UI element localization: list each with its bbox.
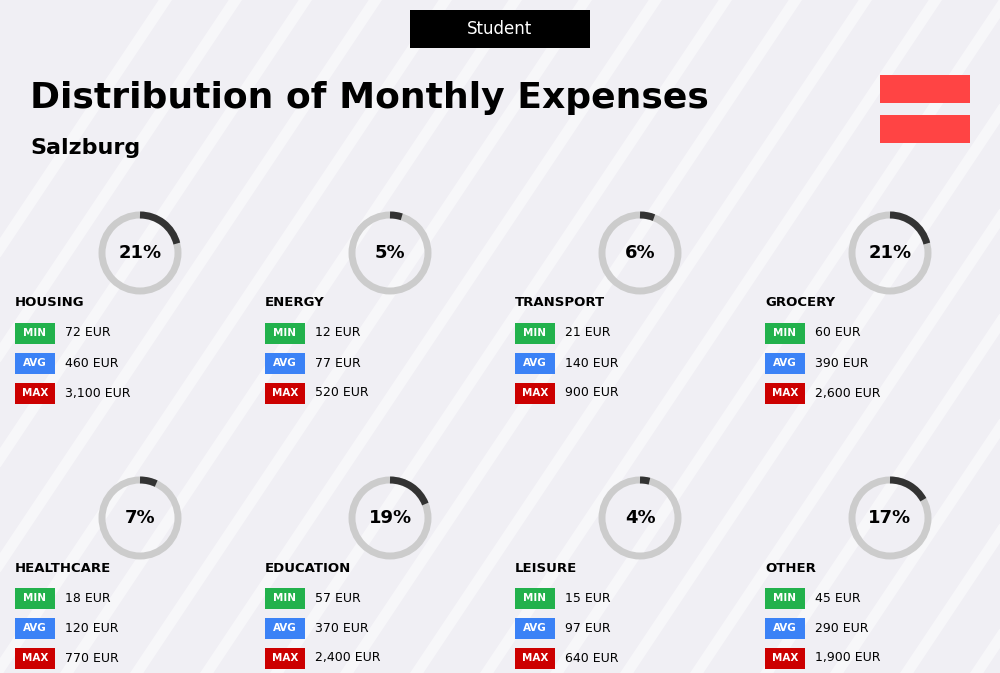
Text: 4%: 4% (625, 509, 655, 527)
FancyBboxPatch shape (765, 353, 805, 374)
FancyBboxPatch shape (515, 322, 555, 343)
FancyBboxPatch shape (265, 353, 305, 374)
Text: MIN: MIN (24, 593, 46, 603)
Text: MIN: MIN (274, 328, 296, 338)
Text: 120 EUR: 120 EUR (65, 621, 119, 635)
Text: 77 EUR: 77 EUR (315, 357, 361, 369)
Text: MAX: MAX (522, 388, 548, 398)
Text: MAX: MAX (22, 653, 48, 663)
Text: GROCERY: GROCERY (765, 297, 835, 310)
Text: 19%: 19% (368, 509, 412, 527)
Text: Student: Student (467, 20, 533, 38)
Text: 5%: 5% (375, 244, 405, 262)
Text: MIN: MIN (774, 593, 796, 603)
Text: MAX: MAX (272, 653, 298, 663)
Text: AVG: AVG (773, 623, 797, 633)
FancyBboxPatch shape (15, 647, 55, 668)
Text: MIN: MIN (524, 328, 546, 338)
Text: 60 EUR: 60 EUR (815, 326, 861, 339)
Text: 21%: 21% (118, 244, 162, 262)
FancyBboxPatch shape (265, 322, 305, 343)
Text: EDUCATION: EDUCATION (265, 561, 351, 575)
FancyBboxPatch shape (15, 353, 55, 374)
Text: 6%: 6% (625, 244, 655, 262)
Text: 12 EUR: 12 EUR (315, 326, 361, 339)
Text: MAX: MAX (522, 653, 548, 663)
Text: Distribution of Monthly Expenses: Distribution of Monthly Expenses (30, 81, 709, 115)
FancyBboxPatch shape (765, 382, 805, 404)
Text: HOUSING: HOUSING (15, 297, 85, 310)
Text: AVG: AVG (23, 623, 47, 633)
Text: MAX: MAX (272, 388, 298, 398)
Text: 460 EUR: 460 EUR (65, 357, 119, 369)
Text: 640 EUR: 640 EUR (565, 651, 618, 664)
Text: AVG: AVG (773, 358, 797, 368)
FancyBboxPatch shape (15, 618, 55, 639)
Text: 15 EUR: 15 EUR (565, 592, 611, 604)
Text: 7%: 7% (125, 509, 155, 527)
Text: AVG: AVG (523, 358, 547, 368)
Text: MIN: MIN (24, 328, 46, 338)
Text: 17%: 17% (868, 509, 912, 527)
Text: 290 EUR: 290 EUR (815, 621, 868, 635)
Text: 520 EUR: 520 EUR (315, 386, 369, 400)
Text: 1,900 EUR: 1,900 EUR (815, 651, 881, 664)
Text: HEALTHCARE: HEALTHCARE (15, 561, 111, 575)
Text: MAX: MAX (772, 653, 798, 663)
Text: 2,400 EUR: 2,400 EUR (315, 651, 381, 664)
Text: 3,100 EUR: 3,100 EUR (65, 386, 130, 400)
FancyBboxPatch shape (410, 10, 590, 48)
FancyBboxPatch shape (15, 382, 55, 404)
Text: 45 EUR: 45 EUR (815, 592, 861, 604)
FancyBboxPatch shape (515, 647, 555, 668)
Text: 390 EUR: 390 EUR (815, 357, 868, 369)
FancyBboxPatch shape (515, 588, 555, 608)
FancyBboxPatch shape (880, 115, 970, 143)
Text: 370 EUR: 370 EUR (315, 621, 369, 635)
Text: AVG: AVG (23, 358, 47, 368)
Text: LEISURE: LEISURE (515, 561, 577, 575)
Text: AVG: AVG (273, 358, 297, 368)
FancyBboxPatch shape (880, 75, 970, 103)
FancyBboxPatch shape (515, 382, 555, 404)
FancyBboxPatch shape (265, 647, 305, 668)
Text: 770 EUR: 770 EUR (65, 651, 119, 664)
FancyBboxPatch shape (765, 647, 805, 668)
FancyBboxPatch shape (265, 618, 305, 639)
Text: 57 EUR: 57 EUR (315, 592, 361, 604)
Text: MAX: MAX (22, 388, 48, 398)
Text: OTHER: OTHER (765, 561, 816, 575)
Text: AVG: AVG (523, 623, 547, 633)
FancyBboxPatch shape (765, 618, 805, 639)
Text: 18 EUR: 18 EUR (65, 592, 111, 604)
FancyBboxPatch shape (265, 382, 305, 404)
Text: AVG: AVG (273, 623, 297, 633)
Text: MAX: MAX (772, 388, 798, 398)
FancyBboxPatch shape (265, 588, 305, 608)
Text: MIN: MIN (274, 593, 296, 603)
Text: 2,600 EUR: 2,600 EUR (815, 386, 881, 400)
FancyBboxPatch shape (765, 322, 805, 343)
Text: 900 EUR: 900 EUR (565, 386, 619, 400)
Text: MIN: MIN (524, 593, 546, 603)
Text: 21 EUR: 21 EUR (565, 326, 610, 339)
Text: 21%: 21% (868, 244, 912, 262)
FancyBboxPatch shape (765, 588, 805, 608)
Text: ENERGY: ENERGY (265, 297, 325, 310)
Text: MIN: MIN (774, 328, 796, 338)
FancyBboxPatch shape (515, 353, 555, 374)
Text: Salzburg: Salzburg (30, 138, 140, 158)
Text: TRANSPORT: TRANSPORT (515, 297, 605, 310)
FancyBboxPatch shape (515, 618, 555, 639)
FancyBboxPatch shape (15, 588, 55, 608)
Text: 140 EUR: 140 EUR (565, 357, 618, 369)
Text: 97 EUR: 97 EUR (565, 621, 611, 635)
Text: 72 EUR: 72 EUR (65, 326, 111, 339)
FancyBboxPatch shape (15, 322, 55, 343)
